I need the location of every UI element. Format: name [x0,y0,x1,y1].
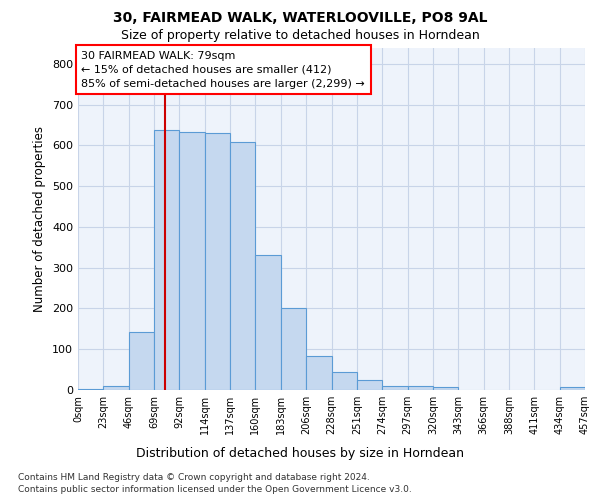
Bar [179,132,205,390]
Bar [128,332,154,390]
Bar [331,372,357,390]
Text: Contains public sector information licensed under the Open Government Licence v3: Contains public sector information licen… [18,485,412,494]
Bar [407,386,433,390]
Bar [103,386,128,390]
Text: Size of property relative to detached houses in Horndean: Size of property relative to detached ho… [121,29,479,42]
Y-axis label: Number of detached properties: Number of detached properties [34,126,46,312]
Bar [230,142,256,390]
Text: 30 FAIRMEAD WALK: 79sqm
← 15% of detached houses are smaller (412)
85% of semi-d: 30 FAIRMEAD WALK: 79sqm ← 15% of detache… [82,51,365,89]
Bar [78,389,103,390]
Bar [560,386,585,390]
Bar [205,133,230,390]
Text: Contains HM Land Registry data © Crown copyright and database right 2024.: Contains HM Land Registry data © Crown c… [18,472,370,482]
Bar [154,130,179,390]
Text: 30, FAIRMEAD WALK, WATERLOOVILLE, PO8 9AL: 30, FAIRMEAD WALK, WATERLOOVILLE, PO8 9A… [113,11,487,25]
Bar [382,386,407,390]
Bar [306,356,331,390]
Bar [281,308,306,390]
Text: Distribution of detached houses by size in Horndean: Distribution of detached houses by size … [136,448,464,460]
Bar [433,386,458,390]
Bar [357,380,382,390]
Bar [256,256,281,390]
